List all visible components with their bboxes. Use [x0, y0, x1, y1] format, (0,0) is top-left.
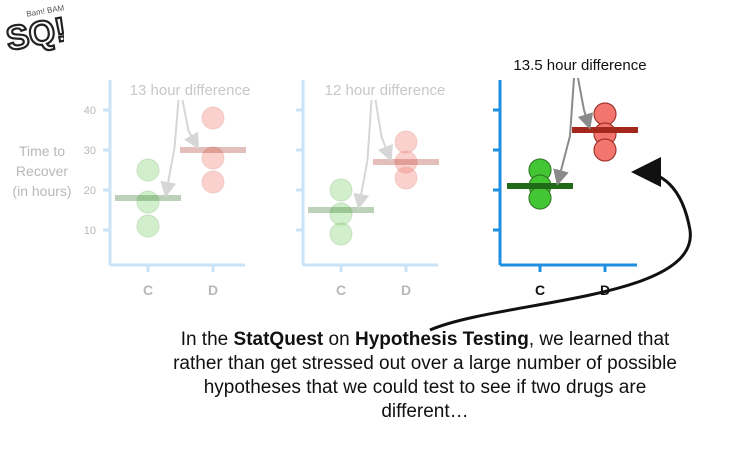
callout-arrow: [429, 157, 692, 332]
data-point: [329, 222, 353, 246]
caption-text: on: [323, 329, 355, 350]
caption: In the StatQuest on Hypothesis Testing, …: [160, 328, 690, 424]
caption-text: In the: [180, 329, 234, 350]
difference-arrow: [160, 99, 180, 198]
data-point: [528, 186, 552, 210]
data-point: [329, 202, 353, 226]
data-point: [201, 106, 225, 130]
group-label: D: [600, 282, 610, 298]
caption-bold-hypothesis-testing: Hypothesis Testing: [354, 329, 529, 350]
caption-bold-statquest: StatQuest: [233, 329, 324, 350]
y-tick-label: 40: [84, 105, 96, 117]
data-point: [394, 130, 418, 154]
difference-label-3: 13.5 hour difference: [513, 57, 646, 74]
data-point: [329, 178, 353, 202]
y-tick-labels: 40 30 20 10: [84, 105, 96, 237]
y-axis-label: Time to Recover (in hours): [12, 143, 71, 199]
difference-arrow: [374, 99, 393, 162]
data-point: [394, 150, 418, 174]
group-label: C: [143, 282, 153, 298]
y-axis-label-line-3: (in hours): [12, 183, 71, 199]
y-tick-label: 10: [84, 225, 96, 237]
data-point: [136, 158, 160, 182]
group-label: D: [208, 282, 218, 298]
data-point: [136, 214, 160, 238]
data-point: [136, 190, 160, 214]
statquest-logo: SQ! Bam! BAM!: [2, 2, 70, 66]
difference-arrow: [577, 77, 594, 130]
group-label: C: [535, 282, 545, 298]
data-point: [201, 146, 225, 170]
y-axis-label-line-2: Recover: [16, 163, 68, 179]
caption-text: , we learned that rather than get stress…: [173, 329, 677, 422]
difference-label-1: 13 hour difference: [130, 82, 251, 99]
group-label: C: [336, 282, 346, 298]
difference-arrow: [181, 99, 199, 150]
difference-arrow: [353, 99, 373, 210]
difference-label-2: 12 hour difference: [325, 82, 446, 99]
y-tick-label: 30: [84, 145, 96, 157]
y-axis-label-line-1: Time to: [19, 143, 65, 159]
data-point: [593, 138, 617, 162]
group-label: D: [401, 282, 411, 298]
y-tick-label: 20: [84, 185, 96, 197]
difference-arrow: [553, 77, 575, 186]
data-point: [593, 102, 617, 126]
data-point: [394, 166, 418, 190]
data-point: [201, 170, 225, 194]
